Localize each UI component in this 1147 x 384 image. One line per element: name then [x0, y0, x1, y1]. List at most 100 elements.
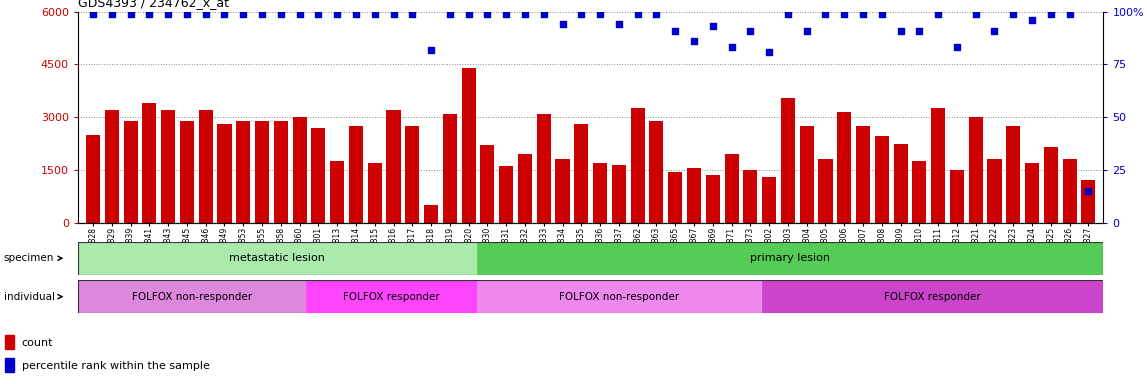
Bar — [124, 121, 138, 223]
Point — [685, 38, 703, 44]
Point — [497, 10, 515, 17]
Point — [310, 10, 328, 17]
Point — [272, 10, 290, 17]
Point — [516, 10, 535, 17]
Point — [290, 10, 309, 17]
Point — [591, 10, 609, 17]
Bar — [705, 175, 720, 223]
Bar — [518, 154, 532, 223]
Point — [779, 10, 797, 17]
Point — [723, 44, 741, 50]
Bar — [236, 121, 250, 223]
Point — [1004, 10, 1022, 17]
Bar — [292, 117, 306, 223]
Point — [797, 28, 816, 34]
Point — [535, 10, 553, 17]
Bar — [781, 98, 795, 223]
Text: FOLFOX non-responder: FOLFOX non-responder — [559, 291, 679, 302]
Bar — [819, 159, 833, 223]
Bar — [461, 68, 476, 223]
Bar — [743, 170, 757, 223]
Text: metastatic lesion: metastatic lesion — [229, 253, 326, 263]
Bar — [875, 136, 889, 223]
Bar — [368, 163, 382, 223]
Point — [873, 10, 891, 17]
Point — [572, 10, 591, 17]
Bar — [349, 126, 362, 223]
Point — [911, 28, 929, 34]
Bar — [104, 110, 119, 223]
Bar — [1006, 126, 1021, 223]
Point — [1079, 188, 1098, 194]
Point — [835, 10, 853, 17]
Point — [384, 10, 403, 17]
Text: specimen: specimen — [3, 253, 62, 263]
Bar — [424, 205, 438, 223]
Bar — [161, 110, 175, 223]
Bar — [481, 145, 494, 223]
Point — [478, 10, 497, 17]
Bar — [555, 159, 570, 223]
Bar — [387, 110, 400, 223]
Bar — [950, 170, 963, 223]
Text: FOLFOX responder: FOLFOX responder — [343, 291, 439, 302]
Point — [760, 49, 779, 55]
Point — [460, 10, 478, 17]
Bar — [649, 121, 663, 223]
Bar — [611, 165, 626, 223]
Bar — [405, 126, 420, 223]
Bar — [86, 135, 100, 223]
Bar — [306, 280, 477, 313]
Point — [1023, 17, 1041, 23]
Bar — [537, 114, 551, 223]
Bar — [687, 168, 701, 223]
Point — [629, 10, 647, 17]
Point — [403, 10, 421, 17]
Bar — [575, 124, 588, 223]
Point — [196, 10, 214, 17]
Bar — [988, 159, 1001, 223]
Point — [178, 10, 196, 17]
Bar — [762, 280, 1103, 313]
Point — [853, 10, 872, 17]
Bar — [78, 242, 477, 275]
Text: FOLFOX non-responder: FOLFOX non-responder — [132, 291, 252, 302]
Bar — [856, 126, 871, 223]
Point — [947, 44, 966, 50]
Bar — [894, 144, 907, 223]
Point — [440, 10, 459, 17]
Point — [102, 10, 120, 17]
Point — [929, 10, 947, 17]
Bar — [499, 166, 513, 223]
Bar — [631, 108, 645, 223]
Bar — [593, 163, 607, 223]
Bar — [6, 335, 15, 349]
Point — [817, 10, 835, 17]
Bar — [669, 172, 682, 223]
Point — [985, 28, 1004, 34]
Bar — [274, 121, 288, 223]
Text: GDS4393 / 234762_x_at: GDS4393 / 234762_x_at — [78, 0, 229, 9]
Bar — [762, 177, 777, 223]
Bar — [218, 124, 232, 223]
Point — [328, 10, 346, 17]
Point — [216, 10, 234, 17]
Bar — [142, 103, 156, 223]
Point — [140, 10, 158, 17]
Bar — [311, 127, 326, 223]
Bar — [6, 358, 15, 372]
Point — [122, 10, 140, 17]
Point — [159, 10, 178, 17]
Point — [553, 21, 571, 27]
Point — [666, 28, 685, 34]
Bar — [1044, 147, 1058, 223]
Bar — [477, 242, 1103, 275]
Point — [422, 46, 440, 53]
Bar — [443, 114, 457, 223]
Point — [346, 10, 365, 17]
Bar — [330, 161, 344, 223]
Bar — [180, 121, 194, 223]
Point — [647, 10, 665, 17]
Point — [366, 10, 384, 17]
Text: FOLFOX responder: FOLFOX responder — [884, 291, 981, 302]
